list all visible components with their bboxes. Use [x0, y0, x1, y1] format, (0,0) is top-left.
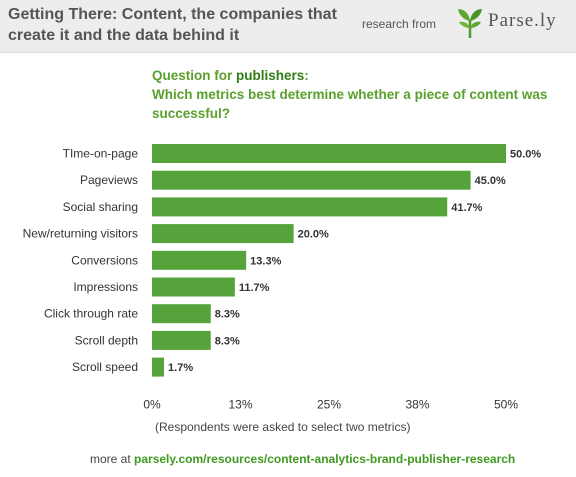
x-tick-label: 50% — [494, 397, 518, 411]
question-text: Which metrics best determine whether a p… — [152, 87, 548, 121]
category-label: Impressions — [73, 280, 138, 294]
category-label: Click through rate — [44, 307, 138, 321]
chart-question: Question for publishers: Which metrics b… — [152, 66, 552, 123]
x-tick-label: 25% — [317, 397, 341, 411]
bar — [152, 170, 471, 190]
question-label-audience: publishers — [236, 68, 305, 83]
bar-value-label: 50.0% — [510, 149, 541, 161]
report-title: Getting There: Content, the companies th… — [8, 6, 337, 44]
x-tick-label: 13% — [228, 397, 252, 411]
metrics-bar-chart: TIme-on-page 50.0% Pageviews 45.0% Social sh… — [23, 144, 541, 411]
category-label: Conversions — [71, 253, 138, 267]
bar — [152, 144, 506, 163]
bar — [152, 330, 211, 350]
question-heading: Question for publishers: — [152, 66, 552, 85]
bar — [152, 250, 247, 270]
x-tick-label: 0% — [143, 397, 161, 411]
bar-value-label: 11.7% — [239, 282, 270, 294]
bar-value-label: 41.7% — [451, 202, 482, 214]
category-label: Scroll depth — [75, 333, 138, 347]
bar — [152, 197, 448, 217]
more-prefix: more at — [90, 452, 135, 466]
category-label: Pageviews — [80, 173, 138, 187]
more-url-link[interactable]: parsely.com/resources/content-analytics-… — [134, 452, 516, 466]
chart-footnote: (Respondents were asked to select two me… — [155, 420, 411, 434]
question-label-prefix: Question for — [152, 68, 236, 83]
category-label: TIme-on-page — [63, 147, 139, 161]
bar — [152, 357, 165, 377]
bar-value-label: 8.3% — [215, 309, 240, 321]
bar — [152, 224, 294, 244]
more-info-line: more at parsely.com/resources/content-an… — [90, 452, 515, 466]
research-from-label: research from — [362, 17, 437, 31]
bar-value-label: 8.3% — [215, 335, 240, 347]
category-label: Social sharing — [63, 200, 138, 214]
bar-value-label: 45.0% — [475, 175, 506, 187]
bar — [152, 304, 211, 324]
bar — [152, 277, 235, 297]
parsely-leaf-logo-icon — [458, 9, 482, 38]
bar-value-label: 1.7% — [168, 362, 193, 374]
category-label: Scroll speed — [72, 360, 138, 374]
question-label-suffix: : — [304, 68, 309, 83]
header-banner: Getting There: Content, the companies th… — [0, 0, 576, 53]
category-label: New/returning visitors — [23, 227, 138, 241]
parsely-wordmark: Parse.ly — [488, 10, 557, 31]
bar-value-label: 13.3% — [250, 255, 281, 267]
x-tick-label: 38% — [405, 397, 429, 411]
bar-value-label: 20.0% — [298, 229, 329, 241]
